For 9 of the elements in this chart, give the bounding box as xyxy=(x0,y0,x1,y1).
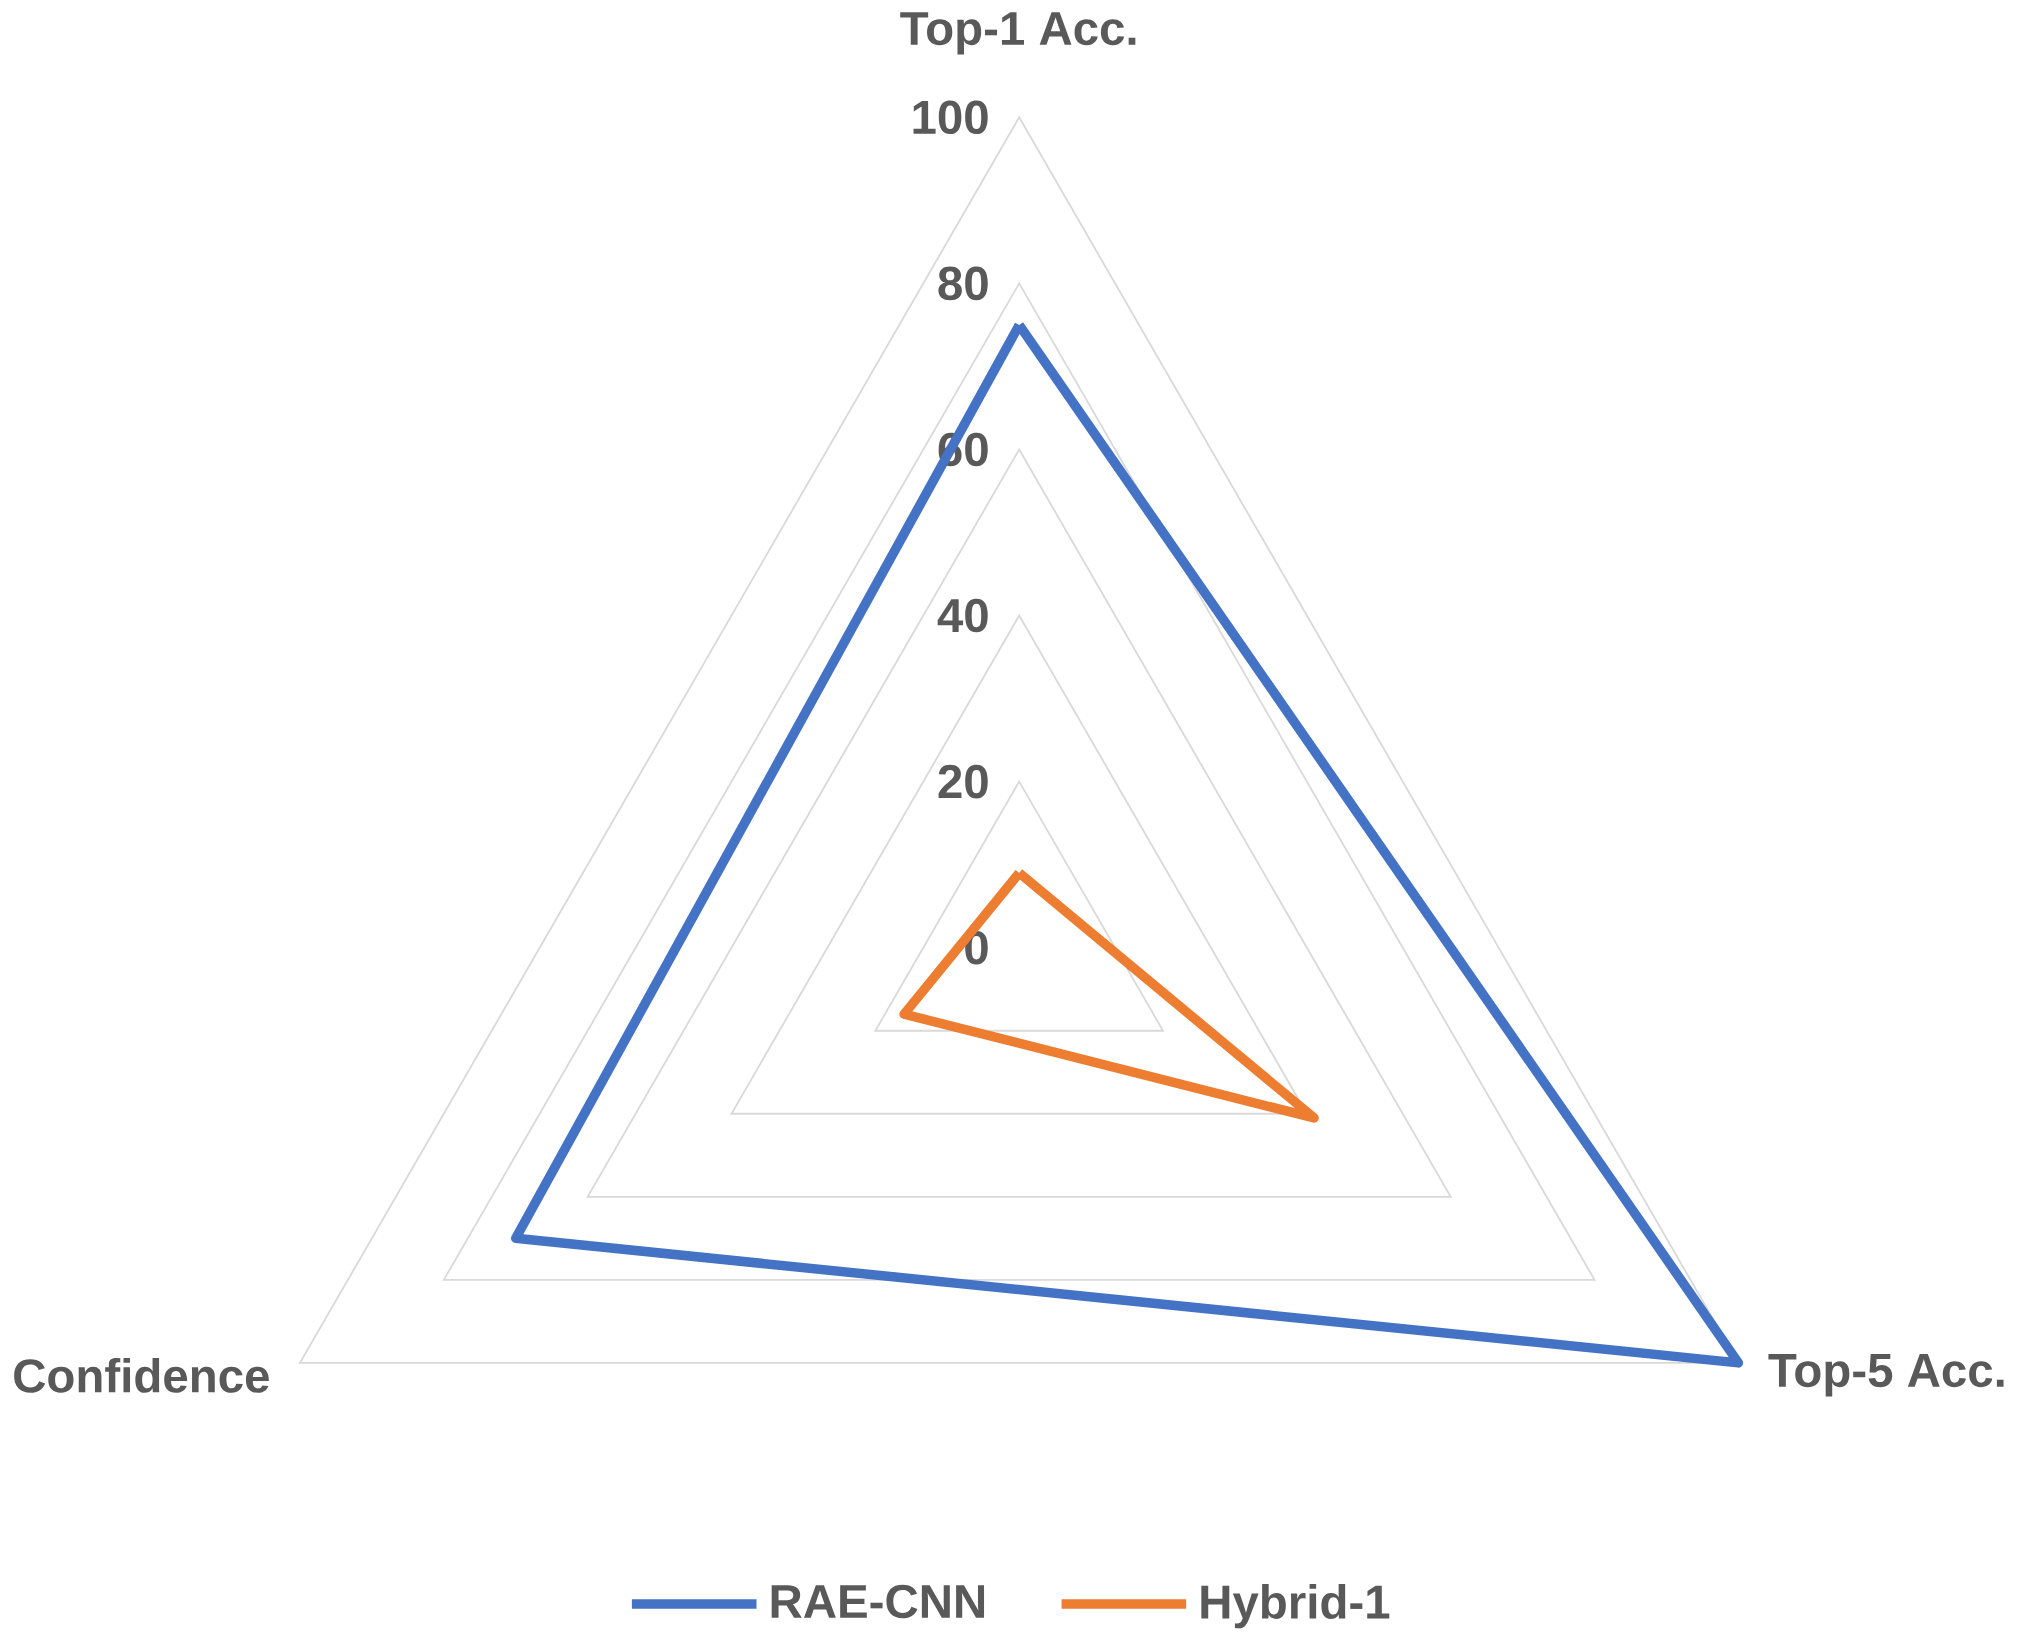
spoke-label: Confidence xyxy=(14,1358,269,1393)
y-tick-label: 100 xyxy=(913,100,988,135)
y-tick-label: 20 xyxy=(938,765,988,799)
legend-label: Hybrid-1 xyxy=(1201,1584,1390,1629)
legend-label: RAE-CNN xyxy=(771,1584,985,1619)
y-tick-label: 40 xyxy=(937,598,988,633)
spoke-label: Top-1 Acc. xyxy=(900,12,1136,55)
y-tick-label: 80 xyxy=(938,266,988,301)
spoke-label: Top-5 Acc. xyxy=(1768,1354,2004,1397)
